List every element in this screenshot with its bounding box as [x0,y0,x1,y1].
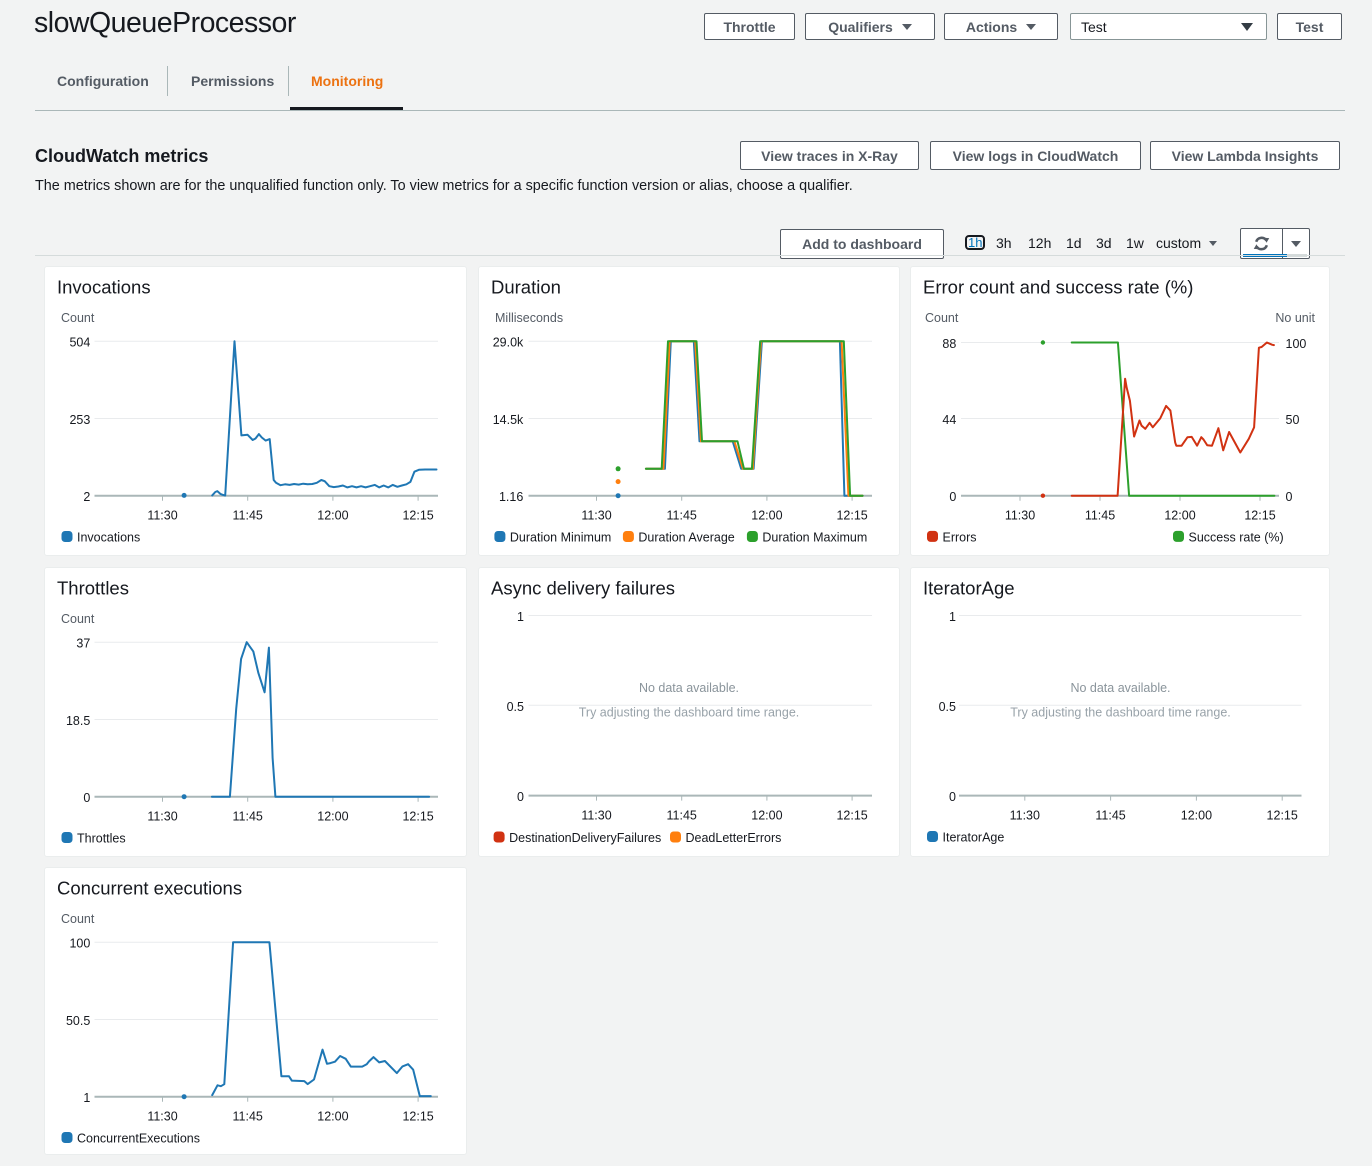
svg-text:11:45: 11:45 [233,508,263,522]
svg-text:11:30: 11:30 [1005,508,1035,522]
svg-text:0: 0 [949,790,956,804]
svg-text:11:45: 11:45 [666,508,696,522]
svg-text:11:45: 11:45 [233,809,263,823]
svg-text:Count: Count [61,912,95,926]
svg-text:12:15: 12:15 [1267,808,1298,822]
svg-text:DestinationDeliveryFailures: DestinationDeliveryFailures [509,831,661,845]
svg-text:11:45: 11:45 [666,808,696,822]
svg-text:12:00: 12:00 [317,809,348,823]
svg-text:Async delivery failures: Async delivery failures [491,577,675,598]
svg-text:Success rate (%): Success rate (%) [1189,530,1284,544]
svg-text:50: 50 [1286,413,1300,427]
svg-text:50.5: 50.5 [66,1014,90,1028]
svg-text:12:00: 12:00 [1164,508,1195,522]
svg-text:0: 0 [949,490,956,504]
svg-text:12:00: 12:00 [1181,808,1212,822]
svg-text:Concurrent executions: Concurrent executions [57,878,242,899]
svg-text:0.5: 0.5 [939,699,956,713]
svg-text:11:30: 11:30 [1010,808,1040,822]
svg-text:DeadLetterErrors: DeadLetterErrors [685,831,781,845]
svg-text:ConcurrentExecutions: ConcurrentExecutions [77,1132,200,1146]
svg-text:Try adjusting the dashboard ti: Try adjusting the dashboard time range. [1010,705,1231,719]
svg-text:Invocations: Invocations [77,531,140,545]
svg-text:14.5k: 14.5k [492,413,523,427]
svg-text:0: 0 [517,790,524,804]
svg-text:18.5: 18.5 [66,714,90,728]
svg-text:0.5: 0.5 [506,699,523,713]
svg-text:11:30: 11:30 [581,508,611,522]
svg-text:Duration Minimum: Duration Minimum [509,531,610,545]
svg-text:IteratorAge: IteratorAge [923,577,1015,598]
svg-text:0: 0 [1286,490,1293,504]
svg-text:Throttles: Throttles [57,577,129,598]
svg-text:88: 88 [942,337,956,351]
svg-text:11:45: 11:45 [1095,808,1125,822]
svg-text:504: 504 [69,336,90,350]
svg-text:12:00: 12:00 [317,1109,348,1123]
svg-text:Duration: Duration [491,277,561,298]
svg-text:Invocations: Invocations [57,277,151,298]
svg-text:11:30: 11:30 [147,508,177,522]
svg-text:2: 2 [83,490,90,504]
svg-text:11:45: 11:45 [1085,508,1115,522]
svg-text:No data available.: No data available. [638,681,738,695]
svg-text:Duration Maximum: Duration Maximum [762,531,867,545]
svg-text:11:30: 11:30 [147,809,177,823]
svg-text:12:15: 12:15 [402,1109,433,1123]
svg-text:Throttles: Throttles [77,831,126,845]
svg-text:12:00: 12:00 [317,508,348,522]
svg-text:100: 100 [69,937,90,951]
svg-text:11:30: 11:30 [147,1109,177,1123]
svg-text:37: 37 [76,636,90,650]
svg-text:No data available.: No data available. [1070,681,1170,695]
svg-text:Error count and success rate (: Error count and success rate (%) [923,277,1193,298]
svg-text:Count: Count [61,612,95,626]
svg-text:100: 100 [1286,337,1307,351]
svg-text:11:30: 11:30 [581,808,611,822]
svg-text:Errors: Errors [943,530,977,544]
svg-text:1: 1 [83,1091,90,1105]
svg-text:12:00: 12:00 [751,808,782,822]
svg-text:Count: Count [925,311,959,325]
svg-text:12:00: 12:00 [751,508,782,522]
svg-text:11:45: 11:45 [233,1109,263,1123]
svg-text:12:15: 12:15 [836,808,867,822]
svg-text:12:15: 12:15 [1244,508,1275,522]
svg-text:IteratorAge: IteratorAge [943,830,1005,844]
svg-text:Duration Average: Duration Average [638,531,734,545]
svg-text:1: 1 [517,610,524,624]
svg-text:Milliseconds: Milliseconds [495,311,563,325]
svg-text:44: 44 [942,413,956,427]
svg-text:1: 1 [949,610,956,624]
svg-text:Try adjusting the dashboard ti: Try adjusting the dashboard time range. [578,705,799,719]
svg-text:12:15: 12:15 [836,508,867,522]
svg-text:Count: Count [61,311,95,325]
svg-text:1.16: 1.16 [498,490,522,504]
svg-text:29.0k: 29.0k [492,336,523,350]
svg-text:0: 0 [83,791,90,805]
svg-text:12:15: 12:15 [402,508,433,522]
svg-text:253: 253 [69,413,90,427]
svg-text:No unit: No unit [1275,311,1315,325]
svg-text:12:15: 12:15 [402,809,433,823]
